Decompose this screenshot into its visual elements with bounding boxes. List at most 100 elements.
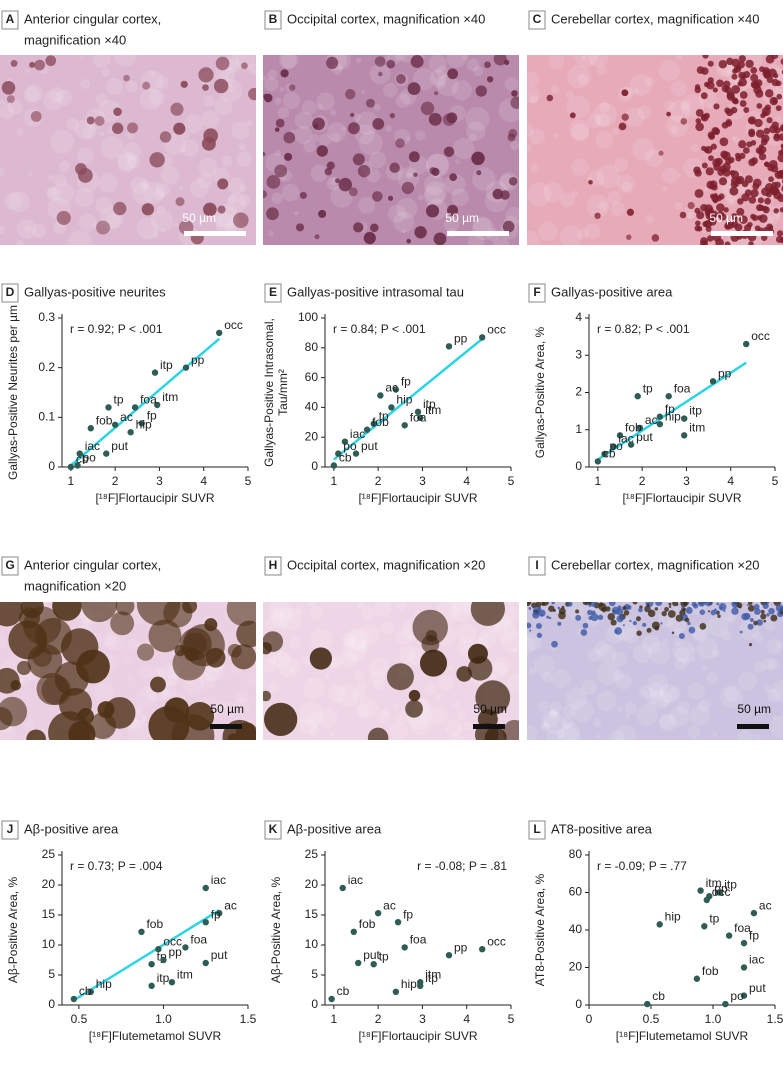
cell <box>412 609 448 646</box>
data-point <box>155 946 162 953</box>
texture <box>418 194 424 201</box>
texture <box>246 707 252 712</box>
y-tick-label: 60 <box>305 370 319 384</box>
data-point <box>216 910 223 917</box>
texture <box>687 212 694 219</box>
texture <box>309 605 324 620</box>
texture <box>197 173 213 189</box>
granule <box>712 87 718 93</box>
texture <box>23 86 40 103</box>
cell <box>386 663 414 691</box>
texture <box>745 152 753 160</box>
texture <box>493 618 517 643</box>
texture <box>189 179 209 198</box>
cell <box>76 649 110 684</box>
y-axis-title: Tau/mm² <box>276 369 290 416</box>
texture <box>731 136 737 141</box>
texture <box>215 213 238 236</box>
texture <box>394 713 404 723</box>
granule <box>739 630 743 634</box>
cell <box>0 602 23 627</box>
texture <box>754 734 761 740</box>
data-point <box>665 393 672 400</box>
data-point <box>414 408 422 416</box>
point-label: foa <box>190 933 207 947</box>
texture <box>597 662 620 685</box>
point-label: put <box>361 439 378 453</box>
texture <box>737 729 754 740</box>
cell <box>626 234 632 240</box>
cell <box>148 619 182 653</box>
texture <box>405 169 414 178</box>
texture <box>198 157 218 177</box>
texture <box>402 229 407 234</box>
data-point <box>148 982 155 989</box>
texture <box>616 174 636 194</box>
texture <box>668 100 691 123</box>
texture <box>675 55 683 61</box>
texture <box>410 714 432 736</box>
texture <box>66 118 79 131</box>
cell <box>621 113 629 121</box>
point-label: iac <box>749 953 764 967</box>
texture <box>629 74 652 96</box>
data-point <box>693 975 701 982</box>
data-point <box>417 414 424 422</box>
scale-bar <box>210 724 242 729</box>
data-point <box>656 420 664 428</box>
data-point <box>363 426 371 433</box>
texture <box>659 683 679 704</box>
annotation: r = -0.08; P = .81 <box>417 859 507 873</box>
texture <box>681 100 692 110</box>
cell <box>27 643 63 679</box>
point-label: itp <box>157 971 170 985</box>
point-label: tp <box>379 949 389 963</box>
texture <box>329 109 337 116</box>
cell <box>484 61 491 69</box>
granule <box>764 197 772 205</box>
panel-title: Occipital cortex, magnification ×40 <box>287 11 485 26</box>
texture <box>542 710 560 728</box>
y-tick-label: 10 <box>305 937 319 951</box>
cell <box>16 660 32 676</box>
texture <box>310 134 319 143</box>
cell <box>170 102 184 116</box>
granule <box>557 606 561 610</box>
granule <box>760 234 768 241</box>
granule <box>723 207 729 213</box>
texture <box>530 163 539 173</box>
point-label: pp <box>454 940 468 954</box>
texture <box>571 699 594 723</box>
texture <box>473 66 484 77</box>
texture <box>571 190 579 198</box>
y-tick-label: 20 <box>569 960 583 974</box>
x-axis-title: [¹⁸F]Flutemetamol SUVR <box>616 1029 749 1043</box>
texture <box>513 648 518 653</box>
granule <box>729 169 736 176</box>
cell <box>407 82 421 96</box>
granule <box>776 230 783 237</box>
data-point <box>350 928 357 935</box>
texture <box>770 715 783 739</box>
granule <box>742 147 750 154</box>
granule <box>748 241 754 245</box>
granule <box>770 164 779 173</box>
cell <box>419 649 448 677</box>
texture <box>221 155 233 167</box>
texture <box>451 188 470 207</box>
cell <box>179 627 212 661</box>
y-axis-title: Aβ-Positive Area, % <box>269 877 283 984</box>
data-point <box>370 420 377 427</box>
texture <box>336 684 359 708</box>
cell <box>374 56 386 67</box>
cell <box>352 153 365 166</box>
data-point <box>644 1000 651 1008</box>
granule <box>780 58 783 65</box>
granule <box>694 169 702 177</box>
texture <box>130 176 148 194</box>
cell <box>618 122 627 131</box>
data-point <box>87 425 94 432</box>
texture <box>380 621 394 635</box>
cell <box>365 98 375 108</box>
granule <box>749 617 754 623</box>
